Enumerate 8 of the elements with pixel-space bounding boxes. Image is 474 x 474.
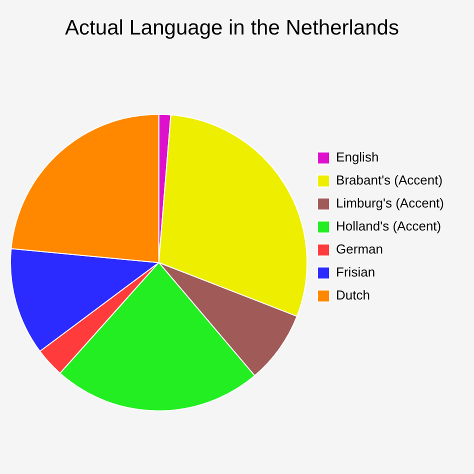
- legend-label: Dutch: [336, 288, 370, 303]
- legend-label: Holland's (Accent): [336, 218, 442, 234]
- legend-label: German: [336, 242, 384, 257]
- chart-title: Actual Language in the Netherlands: [65, 16, 399, 40]
- legend-label: Limburg's (Accent): [336, 196, 444, 211]
- legend-label: Frisian: [336, 264, 376, 280]
- legend-label: Brabant's (Accent): [336, 172, 443, 188]
- legend-label: English: [336, 150, 379, 165]
